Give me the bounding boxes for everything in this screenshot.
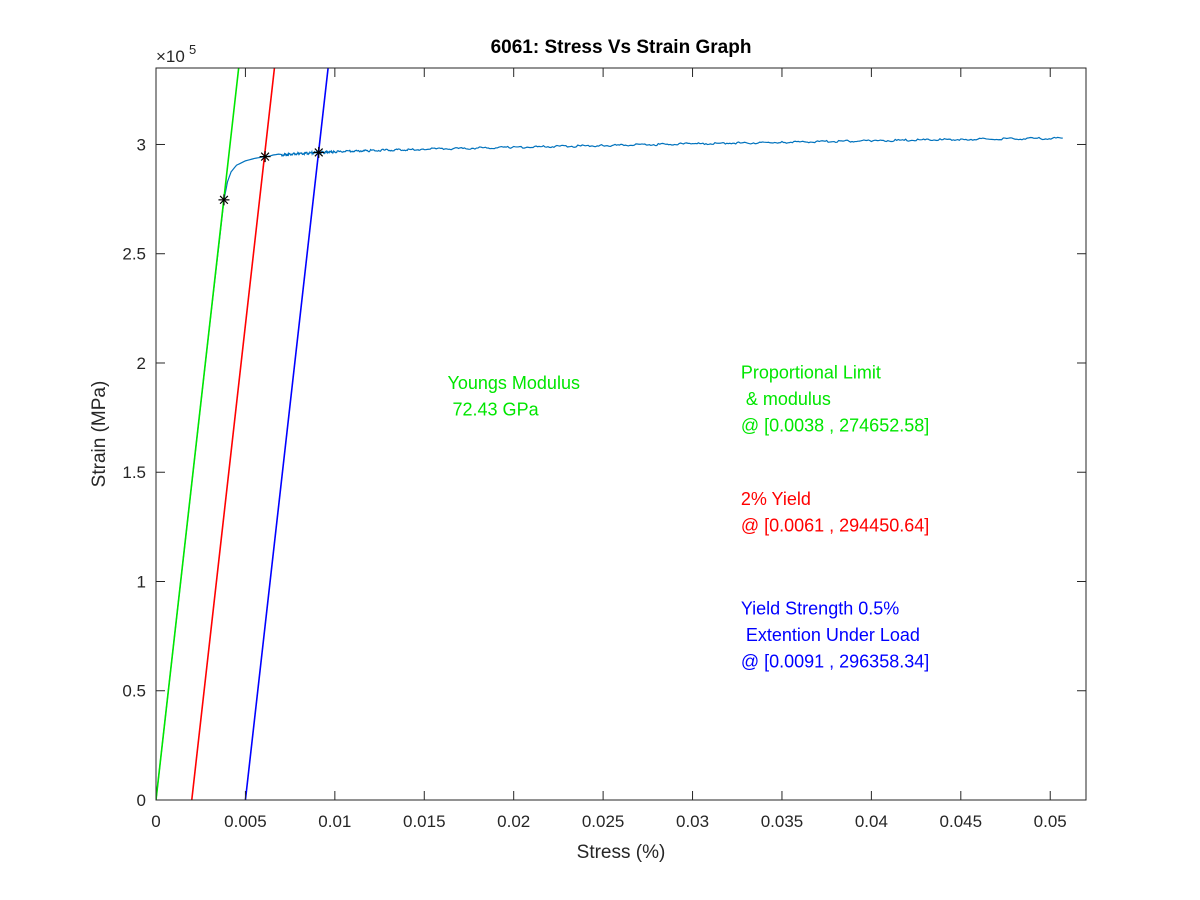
y-axis-title: Strain (MPa)	[89, 381, 110, 488]
y-tick-label-0: 0	[137, 791, 146, 810]
x-tick-label-10: 0.05	[1034, 812, 1067, 831]
annotation-1-line-0: Proportional Limit	[741, 362, 881, 382]
annotation-1-line-2: @ [0.0038 , 274652.58]	[741, 415, 929, 435]
x-tick-label-8: 0.04	[855, 812, 888, 831]
point-marker-1	[259, 151, 271, 163]
annotation-2-line-1: @ [0.0061 , 294450.64]	[741, 516, 929, 536]
annotation-2: 2% Yield @ [0.0061 , 294450.64]	[741, 489, 929, 535]
y-tick-label-2: 1	[137, 572, 146, 591]
point-marker-0	[218, 194, 230, 206]
annotation-0: Youngs Modulus 72.43 GPa	[448, 373, 580, 420]
annotation-3: Yield Strength 0.5% Extention Under Load…	[741, 598, 929, 671]
y-tick-label-1: 0.5	[122, 682, 146, 701]
series-line-1	[156, 68, 240, 800]
x-tick-label-2: 0.01	[318, 812, 351, 831]
annotation-0-line-1: 72.43 GPa	[448, 400, 540, 420]
plot-frame	[155, 67, 1087, 801]
annotation-3-line-2: @ [0.0091 , 296358.34]	[741, 651, 929, 671]
point-marker-2	[313, 146, 325, 158]
y-tick-label-4: 2	[137, 354, 146, 373]
annotation-1: Proportional Limit & modulus @ [0.0038 , …	[741, 362, 929, 435]
x-tick-label-6: 0.03	[676, 812, 709, 831]
y-exponent-power: 5	[189, 42, 196, 57]
y-tick-label-3: 1.5	[122, 463, 146, 482]
y-exponent-label: ×10 5	[156, 42, 196, 66]
x-tick-label-9: 0.045	[940, 812, 983, 831]
x-tick-label-7: 0.035	[761, 812, 804, 831]
x-tick-label-1: 0.005	[224, 812, 267, 831]
y-tick-label-5: 2.5	[122, 245, 146, 264]
annotation-0-line-0: Youngs Modulus	[448, 373, 580, 393]
x-tick-label-3: 0.015	[403, 812, 446, 831]
annotation-3-line-0: Yield Strength 0.5%	[741, 598, 899, 618]
series-line-0	[156, 136, 1063, 800]
tick-layer: 0 0.005 0.01 0.015 0.02 0.025 0.03 0.035 0.04 0.0…	[122, 68, 1086, 831]
chart-title: 6061: Stress Vs Strain Graph	[491, 37, 752, 58]
annotation-layer: Youngs Modulus 72.43 GPa Proportional Lim…	[448, 362, 930, 671]
series-layer	[156, 68, 1063, 800]
annotation-1-line-1: & modulus	[741, 389, 831, 409]
x-tick-label-5: 0.025	[582, 812, 625, 831]
x-tick-label-0: 0	[151, 812, 160, 831]
y-tick-label-6: 3	[137, 135, 146, 154]
y-exponent-base: ×10	[156, 47, 185, 66]
x-tick-label-4: 0.02	[497, 812, 530, 831]
series-line-2	[190, 68, 276, 800]
marker-layer	[218, 146, 325, 206]
annotation-2-line-0: 2% Yield	[741, 489, 811, 509]
plot-area	[156, 68, 1086, 800]
annotation-3-line-1: Extention Under Load	[741, 625, 920, 645]
x-axis-title: Stress (%)	[577, 842, 666, 863]
series-line-3	[244, 68, 329, 800]
